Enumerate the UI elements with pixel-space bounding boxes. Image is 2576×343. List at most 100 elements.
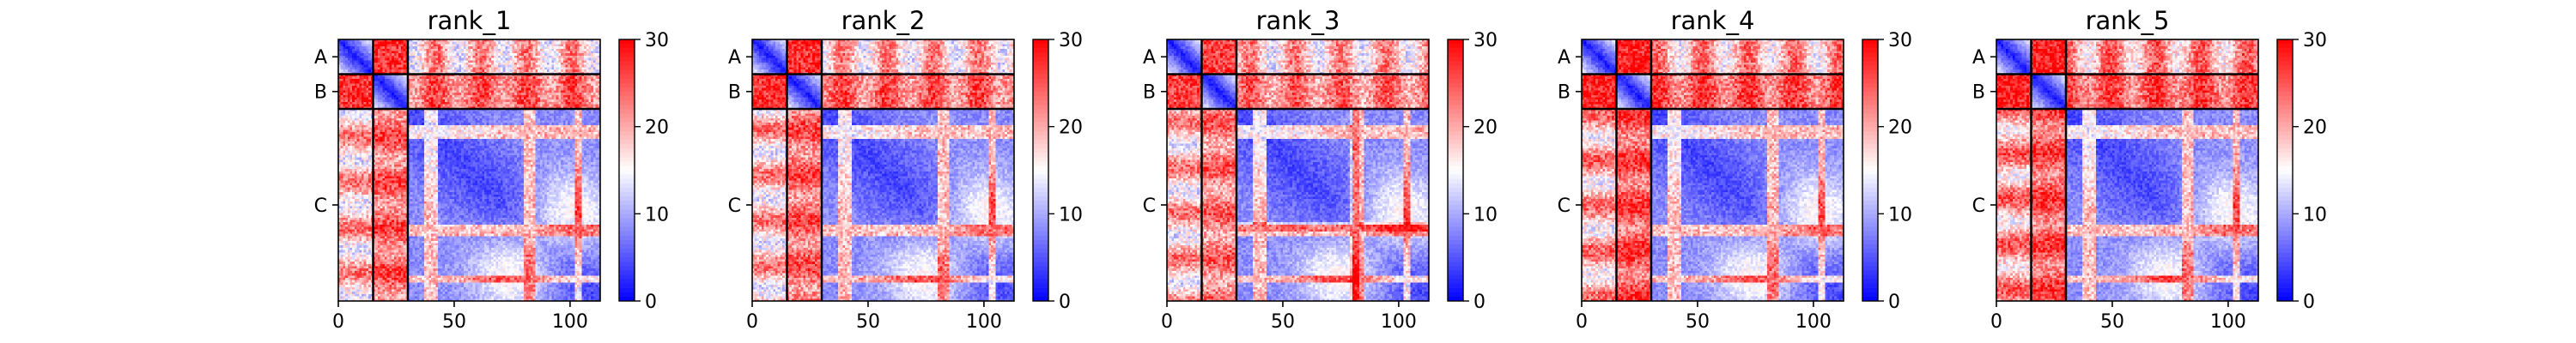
heatmap-cell (489, 44, 491, 46)
heatmap-cell (415, 49, 417, 51)
heatmap-cell (526, 86, 529, 88)
heatmap-cell (424, 60, 427, 63)
heatmap-cell (366, 49, 368, 51)
heatmap-cell (591, 51, 593, 54)
heatmap-cell (484, 60, 487, 63)
heatmap-cell (517, 63, 519, 65)
heatmap-cell (435, 42, 438, 45)
heatmap-cell (459, 46, 461, 49)
heatmap-cell (556, 51, 559, 54)
heatmap-cell (521, 67, 524, 69)
heatmap-cell (514, 46, 517, 49)
heatmap-cell (533, 79, 536, 81)
heatmap-cell (551, 60, 554, 63)
heatmap-cell (410, 53, 413, 56)
heatmap-cell (422, 76, 424, 79)
heatmap-cell (489, 86, 491, 88)
heatmap-cell (345, 46, 348, 49)
heatmap-cell (550, 53, 552, 56)
heatmap-cell (519, 56, 522, 58)
heatmap-cell (574, 56, 577, 58)
heatmap-cell (480, 42, 483, 45)
heatmap-cell (563, 65, 566, 68)
heatmap-cell (352, 69, 355, 72)
heatmap-cell (574, 65, 577, 68)
heatmap-cell (494, 65, 496, 68)
heatmap-cell (382, 56, 385, 58)
heatmap-cell (561, 46, 563, 49)
heatmap-cell (573, 81, 575, 84)
heatmap-cell (477, 81, 480, 84)
heatmap-cell (507, 65, 510, 68)
heatmap-cell (581, 44, 584, 46)
heatmap-cell (505, 44, 507, 46)
heatmap-cell (368, 51, 371, 54)
heatmap-cell (503, 49, 506, 51)
heatmap-cell (389, 42, 392, 45)
heatmap-cell (350, 44, 353, 46)
heatmap-cell (445, 53, 447, 56)
heatmap-cell (471, 51, 473, 54)
heatmap-cell (440, 83, 443, 86)
heatmap-cell (368, 46, 371, 49)
heatmap-cell (535, 83, 538, 86)
heatmap-cell (484, 79, 487, 81)
heatmap-cell (512, 51, 514, 54)
heatmap-cell (538, 58, 540, 61)
heatmap-cell (573, 69, 575, 72)
heatmap-cell (382, 65, 385, 68)
heatmap-cell (438, 63, 440, 65)
heatmap-cell (591, 65, 593, 68)
heatmap-cell (584, 42, 586, 45)
heatmap-cell (368, 63, 371, 65)
heatmap-cell (350, 79, 353, 81)
heatmap-cell (477, 76, 480, 79)
heatmap-cell (475, 86, 477, 88)
heatmap-cell (401, 69, 404, 72)
heatmap-cell (480, 44, 483, 46)
heatmap-cell (475, 49, 477, 51)
heatmap-cell (561, 83, 563, 86)
heatmap-cell (521, 49, 524, 51)
heatmap-cell (554, 79, 556, 81)
heatmap-cell (554, 86, 556, 88)
heatmap-cell (419, 51, 422, 54)
heatmap-cell (521, 44, 524, 46)
heatmap-cell (484, 86, 487, 88)
heatmap-cell (581, 60, 584, 63)
heatmap-cell (524, 58, 526, 61)
heatmap-cell (385, 60, 387, 63)
heatmap-cell (450, 51, 453, 54)
heatmap-cell (428, 42, 431, 45)
heatmap-cell (554, 81, 556, 84)
heatmap-cell (350, 51, 353, 54)
heatmap-cell (533, 76, 536, 79)
heatmap-cell (445, 49, 447, 51)
heatmap-cell (368, 49, 371, 51)
heatmap-cell (366, 58, 368, 61)
heatmap-cell (596, 65, 598, 68)
heatmap-cell (382, 63, 385, 65)
heatmap-cell (368, 44, 371, 46)
heatmap-cell (558, 86, 561, 88)
heatmap-cell (343, 42, 345, 45)
heatmap-cell (447, 51, 450, 54)
heatmap-cell (517, 67, 519, 69)
heatmap-cell (596, 46, 598, 49)
heatmap-cell (477, 67, 480, 69)
heatmap-cell (461, 44, 464, 46)
heatmap-cell (450, 63, 453, 65)
heatmap-cell (489, 67, 491, 69)
heatmap-cell (345, 49, 348, 51)
heatmap-cell (566, 83, 568, 86)
heatmap-cell (503, 76, 506, 79)
heatmap-cell (507, 69, 510, 72)
heatmap-cell (457, 51, 459, 54)
heatmap-cell (385, 81, 387, 84)
heatmap-cell (412, 56, 415, 58)
heatmap-cell (410, 58, 413, 61)
heatmap-cell (535, 53, 538, 56)
heatmap-cell (535, 76, 538, 79)
heatmap-cell (401, 67, 404, 69)
heatmap-cell (501, 60, 503, 63)
